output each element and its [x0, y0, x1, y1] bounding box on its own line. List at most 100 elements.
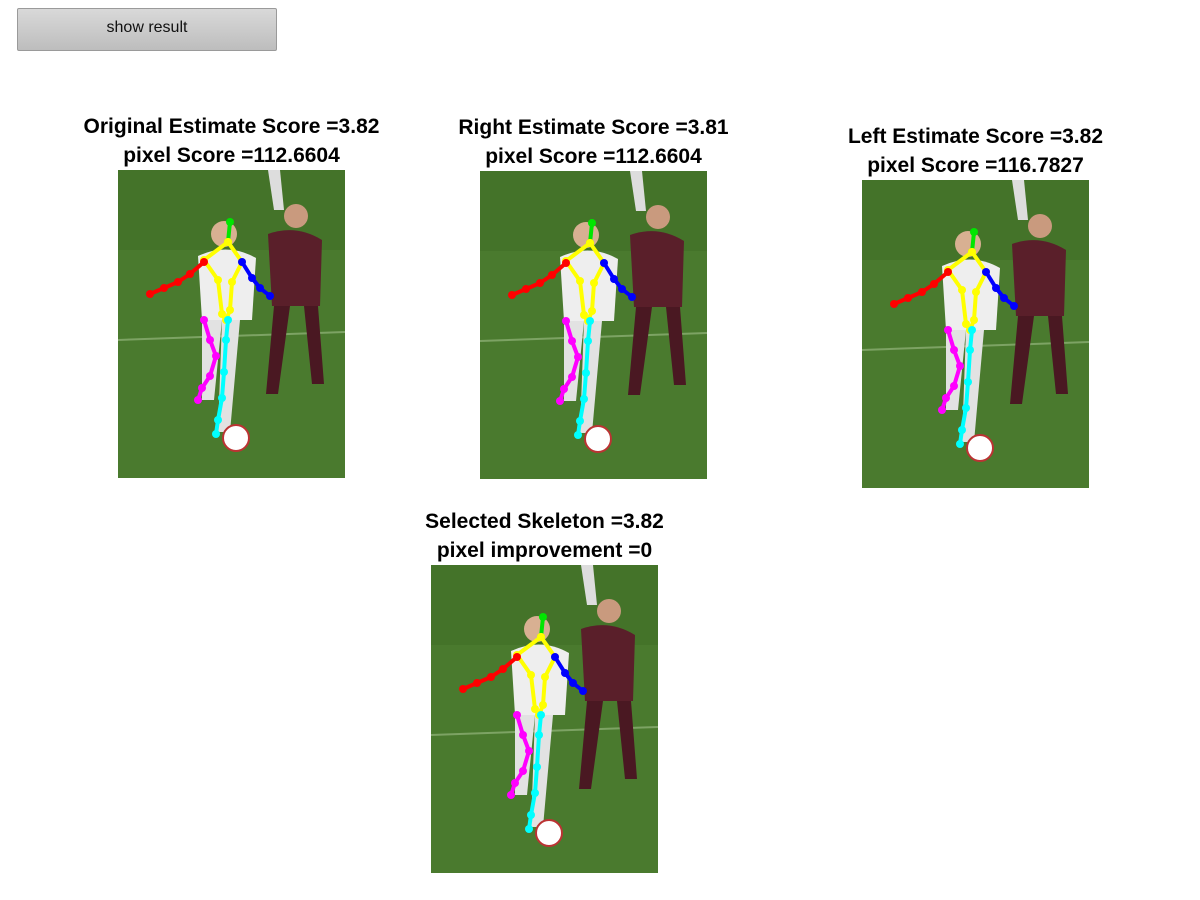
skeleton-joint [218, 310, 226, 318]
left-arm-limb [240, 260, 272, 298]
skeleton-joint [525, 747, 533, 755]
skeleton-joint [539, 613, 547, 621]
skeleton-joint [531, 789, 539, 797]
background-player-legs [630, 171, 646, 211]
left-arm-limb [984, 270, 1016, 308]
skeleton-joint [535, 731, 543, 739]
skeleton-joint [930, 280, 938, 288]
skeleton-joint [586, 239, 594, 247]
skeleton-joint [266, 292, 274, 300]
skeleton-joint [533, 763, 541, 771]
skeleton-joint [576, 417, 584, 425]
skeleton-joint [198, 384, 206, 392]
skeleton-joint [511, 779, 519, 787]
pixel-score-label: pixel Score =112.6604 [485, 145, 702, 168]
skeleton-joint [256, 284, 264, 292]
soccer-ball [222, 424, 250, 452]
skeleton-joint [513, 653, 521, 661]
skeleton-joint [507, 791, 515, 799]
left-arm-limb [553, 655, 585, 693]
skeleton-joint [568, 373, 576, 381]
skeleton-joint [992, 284, 1000, 292]
skeleton-joint [212, 430, 220, 438]
maroon-player-head [284, 204, 308, 228]
panel-left-estimate: Left Estimate Score =3.82 pixel Score =1… [848, 122, 1103, 488]
skeleton-joint [537, 633, 545, 641]
maroon-player-legs [628, 307, 686, 395]
skeleton-joint [970, 228, 978, 236]
skeleton-joint [590, 279, 598, 287]
maroon-player-shirt [268, 230, 322, 306]
pixel-score-label: pixel Score =116.7827 [867, 154, 1084, 177]
maroon-player-legs [579, 701, 637, 789]
skeleton-joint [588, 219, 596, 227]
panel-title: Selected Skeleton =3.82 pixel improvemen… [331, 507, 758, 565]
left-arm-limb [602, 261, 634, 299]
pose-image [480, 171, 707, 479]
skeleton-joint [174, 278, 182, 286]
skeleton-joint [200, 316, 208, 324]
skeleton-joint [562, 317, 570, 325]
panel-original-estimate: Original Estimate Score =3.82 pixel Scor… [84, 112, 379, 478]
panel-title: Right Estimate Score =3.81 pixel Score =… [380, 113, 807, 171]
soccer-ball [584, 425, 612, 453]
skeleton-joint [942, 394, 950, 402]
skeleton-joint [487, 673, 495, 681]
skeleton-joint [972, 288, 980, 296]
skeleton-joint [586, 317, 594, 325]
estimate-score-label: Left Estimate Score =3.82 [847, 125, 1104, 148]
skeleton-joint [958, 286, 966, 294]
skeleton-joint [956, 362, 964, 370]
skeleton-joint [527, 671, 535, 679]
panel-title: Left Estimate Score =3.82 pixel Score =1… [762, 122, 1189, 180]
skeleton-joint [508, 291, 516, 299]
skeleton-joint [519, 731, 527, 739]
pose-image [431, 565, 658, 873]
skeleton-joint [541, 673, 549, 681]
skeleton-joint [574, 353, 582, 361]
skeleton-joint [519, 767, 527, 775]
background-player-legs [581, 565, 597, 605]
soccer-ball [535, 819, 563, 847]
skeleton-joint [539, 701, 547, 709]
selected-skeleton-label: Selected Skeleton =3.82 [425, 510, 664, 533]
soccer-ball [966, 434, 994, 462]
skeleton-joint [206, 336, 214, 344]
maroon-player-head [597, 599, 621, 623]
skeleton-joint [968, 326, 976, 334]
pose-image [118, 170, 345, 478]
skeleton-joint [224, 316, 232, 324]
skeleton-joint [459, 685, 467, 693]
maroon-player-shirt [581, 625, 635, 701]
skeleton-joint [206, 372, 214, 380]
skeleton-joint [964, 378, 972, 386]
skeleton-joint [160, 284, 168, 292]
skeleton-joint [499, 665, 507, 673]
maroon-player-legs [1010, 316, 1068, 404]
panel-right-estimate: Right Estimate Score =3.81 pixel Score =… [458, 113, 729, 479]
pose-image [862, 180, 1089, 488]
skeleton-joint [956, 440, 964, 448]
skeleton-joint [982, 268, 990, 276]
skeleton-joint [548, 271, 556, 279]
pixel-score-label: pixel Score =112.6604 [123, 144, 340, 167]
skeleton-joint [536, 279, 544, 287]
skeleton-joint [556, 397, 564, 405]
maroon-player-head [1028, 214, 1052, 238]
skeleton-joint [618, 285, 626, 293]
show-result-button[interactable]: show result [17, 8, 277, 51]
skeleton-joint [522, 285, 530, 293]
skeleton-joint [186, 270, 194, 278]
skeleton-joint [214, 276, 222, 284]
skeleton-joint [226, 218, 234, 226]
skeleton-joint [588, 307, 596, 315]
skeleton-joint [537, 711, 545, 719]
panel-selected-skeleton: Selected Skeleton =3.82 pixel improvemen… [425, 507, 664, 873]
skeleton-joint [569, 679, 577, 687]
skeleton-joint [950, 346, 958, 354]
skeleton-joint [950, 382, 958, 390]
skeleton-joint [968, 248, 976, 256]
skeleton-joint [582, 369, 590, 377]
background-player-legs [268, 170, 284, 210]
skeleton-joint [576, 277, 584, 285]
